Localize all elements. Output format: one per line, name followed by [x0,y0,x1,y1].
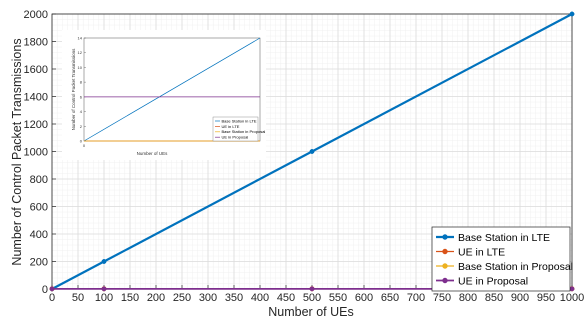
x-tick-label: 950 [537,292,555,304]
legend-label: UE in LTE [458,247,505,259]
y-tick-label: 1000 [24,147,48,159]
legend-swatch-marker [442,248,448,255]
inset-y-tick-label: 8 [80,80,83,85]
y-tick-label: 1400 [24,92,48,104]
x-tick-label: 350 [225,292,243,304]
x-tick-label: 550 [329,292,347,304]
data-point [569,11,575,17]
legend: Base Station in LTE UE in LTE Base Station… [431,226,573,292]
inset-legend-label: UE in LTE [222,124,240,129]
y-tick-label: 1600 [24,64,48,76]
y-tick-label: 800 [30,174,48,186]
x-tick-label: 150 [121,292,139,304]
x-tick-label: 600 [355,292,373,304]
x-tick-label: 300 [199,292,217,304]
inset-legend-label: Base Station in Proposal [222,129,266,134]
inset-y-tick-label: 14 [78,36,83,41]
legend-label: Base Station in Proposal [458,261,573,273]
y-tick-label: 2000 [24,9,48,21]
legend-label: Base Station in LTE [458,232,550,244]
x-tick-label: 400 [251,292,269,304]
legend-swatch-marker [442,263,448,269]
legend-swatch-marker [442,234,448,240]
data-point [49,286,55,292]
data-point [101,286,107,292]
inset-y-tick-label: 2 [80,124,83,129]
data-point [309,286,315,292]
y-tick-label: 200 [30,257,48,269]
x-tick-label: 500 [303,292,321,304]
x-tick-label: 800 [459,292,477,304]
inset-y-tick-label: 12 [78,50,83,55]
y-tick-label: 1800 [24,37,48,49]
x-tick-label: 250 [173,292,191,304]
x-tick-label: 750 [433,292,451,304]
x-tick-label: 100 [95,292,113,304]
x-tick-label: 650 [381,292,399,304]
legend-swatch-marker [442,277,448,284]
data-point [101,259,107,264]
y-tick-label: 0 [42,284,48,296]
x-axis-label: Number of UEs [268,305,353,319]
legend-label: UE in Proposal [458,276,528,288]
inset-legend-box [212,116,259,142]
series-line [51,13,573,290]
data-point [569,286,575,292]
inset-y-tick-label: 6 [80,94,83,99]
y-axis-label: Number of Control Packet Transmissions [10,38,24,265]
inset-legend-label: Base Station in LTE [222,118,257,123]
inset-x-tick-label: 0 [83,143,86,148]
inset-y-axis-label: Number of Control Packet Transmissions [71,48,76,131]
x-tick-label: 850 [485,292,503,304]
inset-chart: 0 2 4 6 8 10 12 14 0 Number of UEs Number of Contr… [62,30,266,160]
x-tick-label: 700 [407,292,425,304]
y-tick-label: 600 [30,202,48,214]
inset-x-axis-label: Number of UEs [137,151,169,156]
data-point [309,149,315,154]
x-tick-label: 50 [72,292,84,304]
inset-y-tick-label: 4 [80,109,83,114]
x-tick-label: 1000 [560,292,584,304]
x-tick-label: 450 [277,292,295,304]
x-tick-label: 0 [49,292,55,304]
legend-box [431,226,571,292]
inset-series-line-1 [83,37,261,142]
x-tick-label: 200 [147,292,165,304]
inset-y-tick-label: 10 [78,65,83,70]
y-tick-label: 400 [30,229,48,241]
inset-legend-label: UE in Proposal [222,135,249,140]
inset-y-tick-label: 0 [80,139,83,144]
x-tick-label: 900 [511,292,529,304]
y-tick-label: 1200 [24,119,48,131]
